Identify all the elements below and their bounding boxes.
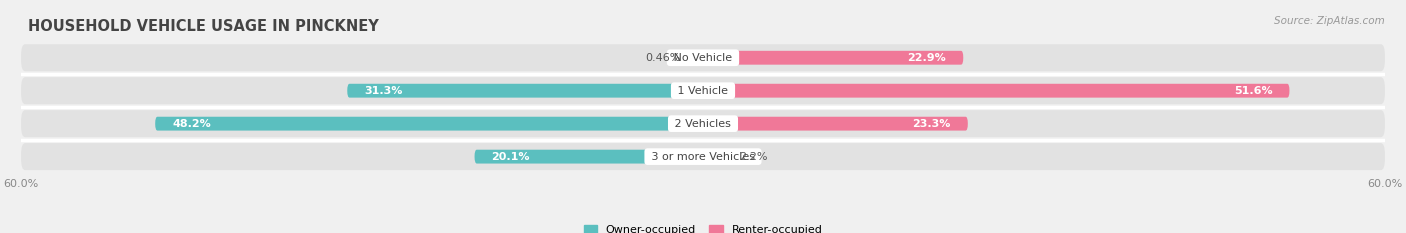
FancyBboxPatch shape bbox=[703, 150, 728, 164]
FancyBboxPatch shape bbox=[475, 150, 703, 164]
Text: 2.2%: 2.2% bbox=[740, 152, 768, 162]
FancyBboxPatch shape bbox=[21, 77, 1385, 104]
FancyBboxPatch shape bbox=[21, 143, 1385, 170]
FancyBboxPatch shape bbox=[703, 117, 967, 130]
Text: HOUSEHOLD VEHICLE USAGE IN PINCKNEY: HOUSEHOLD VEHICLE USAGE IN PINCKNEY bbox=[28, 19, 378, 34]
Text: 1 Vehicle: 1 Vehicle bbox=[675, 86, 731, 96]
FancyBboxPatch shape bbox=[155, 117, 703, 130]
FancyBboxPatch shape bbox=[703, 51, 963, 65]
Text: 20.1%: 20.1% bbox=[492, 152, 530, 162]
Text: 3 or more Vehicles: 3 or more Vehicles bbox=[648, 152, 758, 162]
Text: 2 Vehicles: 2 Vehicles bbox=[671, 119, 735, 129]
Text: 22.9%: 22.9% bbox=[907, 53, 946, 63]
Text: 23.3%: 23.3% bbox=[912, 119, 950, 129]
Text: 51.6%: 51.6% bbox=[1234, 86, 1272, 96]
Text: No Vehicle: No Vehicle bbox=[671, 53, 735, 63]
FancyBboxPatch shape bbox=[347, 84, 703, 98]
Text: 31.3%: 31.3% bbox=[364, 86, 402, 96]
Text: 48.2%: 48.2% bbox=[173, 119, 211, 129]
Text: Source: ZipAtlas.com: Source: ZipAtlas.com bbox=[1274, 16, 1385, 26]
FancyBboxPatch shape bbox=[21, 44, 1385, 71]
Text: 0.46%: 0.46% bbox=[645, 53, 681, 63]
FancyBboxPatch shape bbox=[21, 110, 1385, 137]
Legend: Owner-occupied, Renter-occupied: Owner-occupied, Renter-occupied bbox=[579, 220, 827, 233]
FancyBboxPatch shape bbox=[703, 84, 1289, 98]
FancyBboxPatch shape bbox=[697, 51, 703, 65]
